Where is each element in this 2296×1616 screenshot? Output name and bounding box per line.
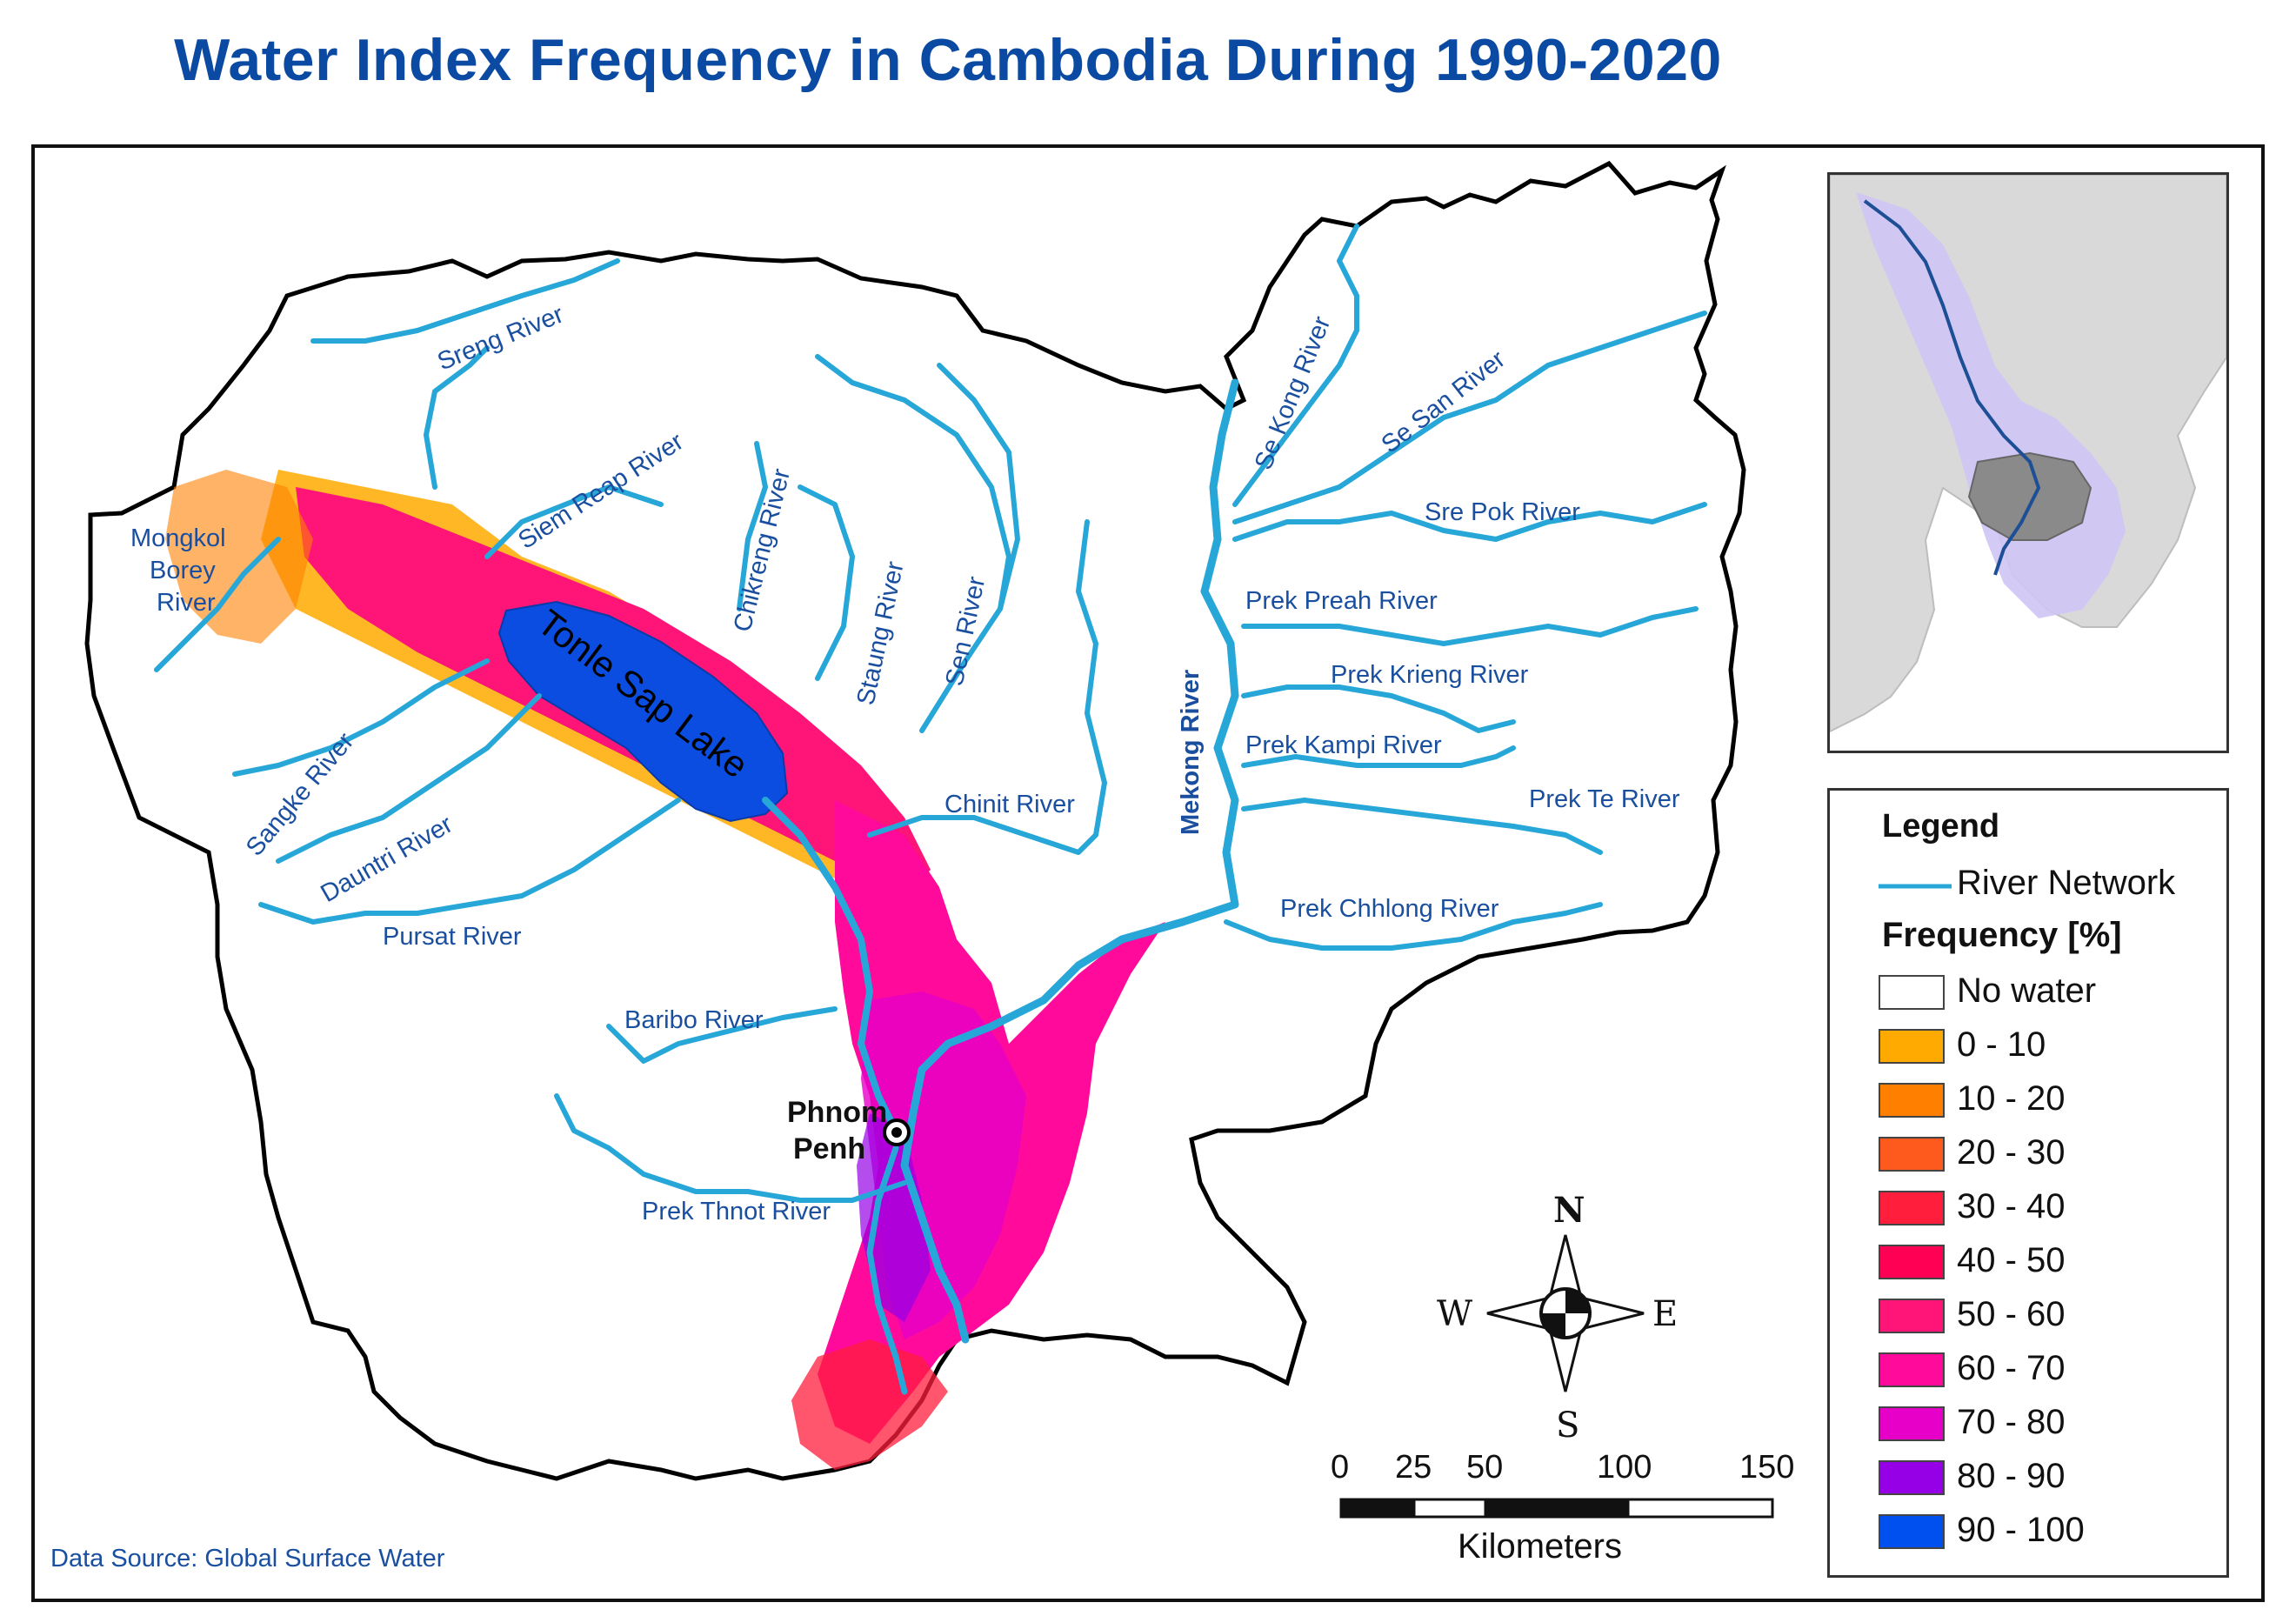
swatch-0-10 xyxy=(1879,1029,1945,1064)
locator-inset xyxy=(1827,172,2229,753)
class-label-20-30: 20 - 30 xyxy=(1957,1133,2066,1172)
swatch-90-100 xyxy=(1879,1514,1945,1549)
compass-east: E xyxy=(1652,1294,1678,1334)
frequency-heading: Frequency [%] xyxy=(1882,916,2122,954)
sre-pok-river-line xyxy=(1232,502,1707,542)
prek-chhlong-line xyxy=(1224,902,1603,951)
mongkol-borey-line xyxy=(154,537,281,672)
scale-unit: Kilometers xyxy=(1458,1527,1622,1566)
class-label-70-80: 70 - 80 xyxy=(1957,1403,2066,1441)
mekong-river-line xyxy=(900,378,1239,1344)
class-label-50-60: 50 - 60 xyxy=(1957,1295,2066,1333)
stung-sen-upper-line xyxy=(937,363,1020,611)
coastal-floodplain xyxy=(791,1339,948,1470)
legend-heading: Legend xyxy=(1882,808,2000,845)
class-label-90-100: 90 - 100 xyxy=(1957,1511,2085,1549)
compass-south: S xyxy=(1556,1406,1579,1446)
river-label-prek-te: Prek Te River xyxy=(1529,785,1680,813)
inset-cambodia xyxy=(1967,451,2092,541)
swatch-40-50 xyxy=(1879,1245,1945,1279)
river-label-prek-krieng: Prek Krieng River xyxy=(1331,661,1529,689)
scale-tick-100: 100 xyxy=(1597,1449,1652,1486)
scale-tick-50: 50 xyxy=(1466,1449,1504,1486)
river-label-prek-preah: Prek Preah River xyxy=(1245,587,1438,615)
swatch-80-90 xyxy=(1879,1460,1945,1495)
inset-mekong-line xyxy=(1863,199,2041,576)
siem-reap-river-line xyxy=(484,484,664,559)
prek-preah-line xyxy=(1241,606,1699,646)
scale-tick-0: 0 xyxy=(1331,1449,1350,1486)
swatch-70-80 xyxy=(1879,1406,1945,1441)
class-label-80-90: 80 - 90 xyxy=(1957,1457,2066,1495)
sreng-river-line xyxy=(310,258,620,344)
prek-te-line xyxy=(1241,798,1603,855)
se-san-river-line xyxy=(1232,311,1707,524)
swatch-60-70 xyxy=(1879,1352,1945,1387)
compass-north: N xyxy=(1553,1190,1585,1231)
class-label-40-50: 40 - 50 xyxy=(1957,1241,2066,1279)
dauntri-river-line xyxy=(276,693,542,864)
northwest-wetland xyxy=(165,470,313,644)
sen-river-line xyxy=(815,354,1011,733)
swatch-no-water xyxy=(1879,975,1945,1010)
chinit-river-line xyxy=(867,519,1107,855)
prek-thnot-line xyxy=(554,1093,907,1203)
class-label-60-70: 60 - 70 xyxy=(1957,1349,2066,1387)
swatch-50-60 xyxy=(1879,1299,1945,1333)
staung-river-line xyxy=(798,484,855,681)
scale-tick-150: 150 xyxy=(1739,1449,1795,1486)
baribo-river-line xyxy=(606,1006,838,1064)
prek-kampi-line xyxy=(1241,745,1516,768)
river-network-label: River Network xyxy=(1957,864,2176,902)
scale-bar xyxy=(1339,1498,1774,1519)
prek-krieng-line xyxy=(1241,684,1516,733)
swatch-30-40 xyxy=(1879,1191,1945,1225)
river-label-river: River xyxy=(157,589,216,617)
capital-label-line1: Phnom xyxy=(787,1096,887,1129)
river-label-prek-kampi: Prek Kampi River xyxy=(1245,731,1442,759)
river-label-pursat: Pursat River xyxy=(383,923,522,951)
river-label-prek-thnot: Prek Thnot River xyxy=(642,1198,831,1225)
inset-map xyxy=(1830,175,2226,751)
class-label-no-water: No water xyxy=(1957,972,2097,1010)
legend-panel: Legend River Network Frequency [%] No wa… xyxy=(1827,788,2229,1578)
se-kong-river-line xyxy=(1232,224,1359,507)
swatch-10-20 xyxy=(1879,1083,1945,1118)
sreng-tributary-line xyxy=(424,345,490,490)
data-source-note: Data Source: Global Surface Water xyxy=(50,1545,445,1573)
chikreng-river-line xyxy=(737,441,768,611)
tonle-sap-river-line xyxy=(762,797,899,1134)
pursat-river-line xyxy=(258,798,681,925)
river-label-sre-pok: Sre Pok River xyxy=(1425,498,1580,526)
river-label-mongkol: Mongkol xyxy=(130,524,226,552)
river-label-borey: Borey xyxy=(150,557,216,584)
tonle-sap-lake xyxy=(497,600,789,823)
class-label-10-20: 10 - 20 xyxy=(1957,1079,2066,1118)
river-label-chinit: Chinit River xyxy=(944,791,1075,818)
phnom-penh-marker xyxy=(883,1119,911,1146)
sangke-river-line xyxy=(232,658,490,777)
swatch-20-30 xyxy=(1879,1137,1945,1172)
river-label-baribo: Baribo River xyxy=(624,1006,764,1034)
compass-west: W xyxy=(1437,1294,1472,1334)
compass-rose: N S E W xyxy=(1437,1190,1678,1446)
river-label-prek-chhlong: Prek Chhlong River xyxy=(1280,895,1499,923)
river-label-mekong: Mekong River xyxy=(1177,670,1205,835)
river-network xyxy=(154,224,1707,1395)
map-frame xyxy=(31,144,2265,1602)
river-network-swatch xyxy=(1879,884,1952,889)
class-label-30-40: 30 - 40 xyxy=(1957,1187,2066,1225)
map-title: Water Index Frequency in Cambodia During… xyxy=(174,27,1722,93)
class-label-0-10: 0 - 10 xyxy=(1957,1025,2046,1064)
scale-tick-25: 25 xyxy=(1395,1449,1432,1486)
capital-label-line2: Penh xyxy=(793,1132,865,1165)
